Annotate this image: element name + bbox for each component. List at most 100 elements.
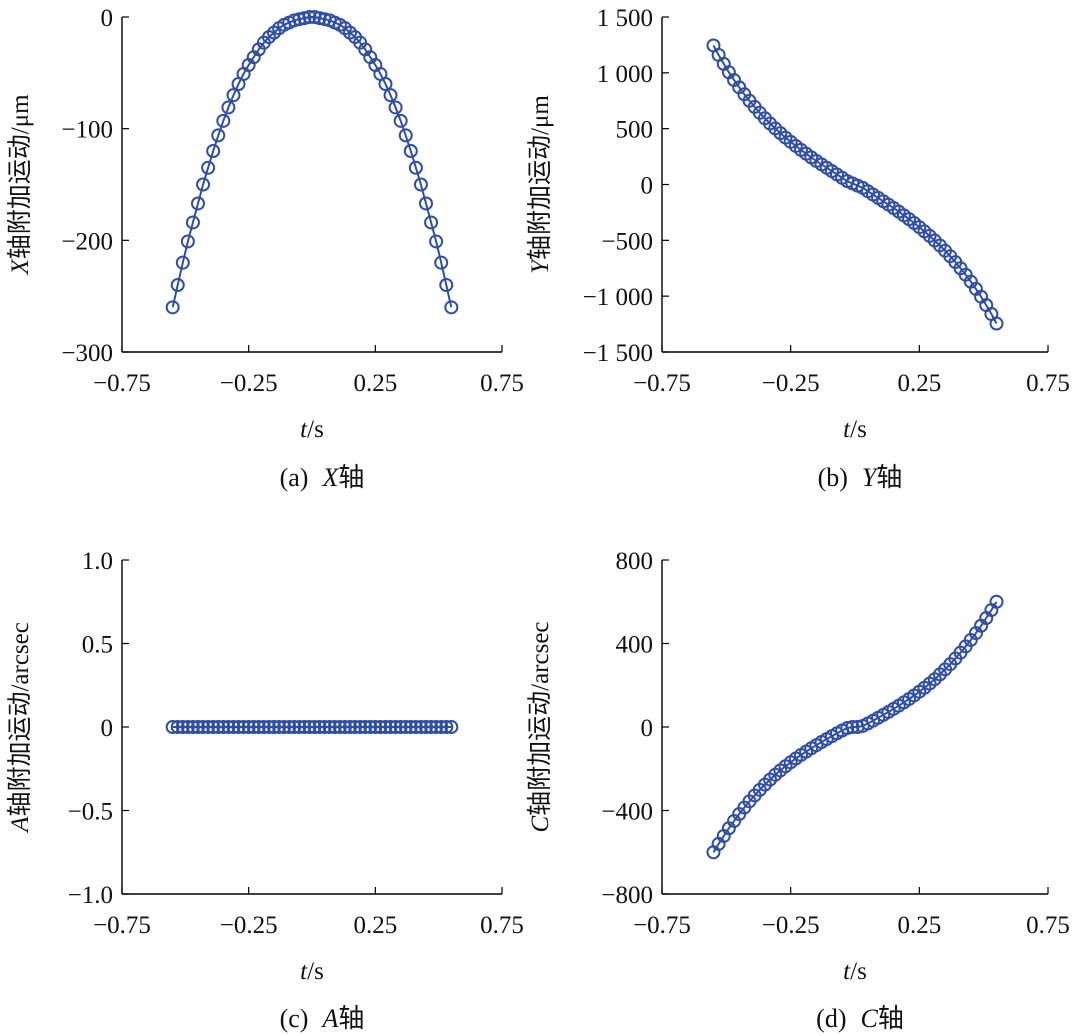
x-axis-variable: t bbox=[843, 416, 851, 443]
data-point-marker bbox=[429, 234, 444, 249]
y-tick-label: 1 500 bbox=[597, 5, 653, 32]
y-axis-label: A轴附加运动/arcsec bbox=[6, 622, 34, 834]
data-point-marker bbox=[201, 160, 216, 175]
data-point-marker bbox=[378, 720, 393, 734]
y-tick-label: 0 bbox=[641, 173, 654, 200]
data-point-marker bbox=[393, 720, 408, 734]
y-tick-label: −800 bbox=[601, 882, 653, 909]
data-point-marker bbox=[267, 720, 281, 734]
caption-axis-name: C bbox=[860, 1004, 878, 1033]
data-point-marker bbox=[297, 11, 312, 26]
x-tick-label: −0.25 bbox=[762, 370, 820, 397]
data-point-marker bbox=[251, 720, 266, 734]
series-line bbox=[712, 45, 998, 324]
y-axis-label: X轴附加运动/μm bbox=[6, 94, 34, 276]
data-point-marker bbox=[272, 720, 287, 734]
data-point-marker bbox=[302, 10, 317, 24]
y-tick-label: −1.0 bbox=[68, 882, 113, 909]
data-point-marker bbox=[206, 720, 221, 734]
data-point-marker bbox=[241, 720, 256, 734]
data-point-marker bbox=[206, 144, 221, 158]
x-tick-label: −0.25 bbox=[220, 912, 278, 939]
x-tick-label: −0.25 bbox=[220, 370, 278, 397]
x-tick-label: −0.75 bbox=[633, 370, 691, 397]
x-tick-label: 0.25 bbox=[897, 912, 941, 939]
x-axis-label: t/s bbox=[300, 958, 324, 985]
y-axis-label-text: 轴附加运动/arcsec bbox=[6, 622, 34, 816]
data-point-marker bbox=[226, 88, 241, 103]
data-point-marker bbox=[383, 88, 398, 103]
y-tick-label: 400 bbox=[616, 632, 654, 659]
x-tick-label: −0.75 bbox=[93, 912, 151, 939]
data-point-marker bbox=[292, 12, 307, 27]
data-point-marker bbox=[398, 720, 413, 734]
data-point-marker bbox=[444, 300, 459, 315]
series-line bbox=[712, 601, 998, 853]
y-tick-label: −1 000 bbox=[583, 284, 653, 311]
caption-suffix: 轴 bbox=[338, 463, 364, 492]
y-tick-label: −200 bbox=[61, 228, 113, 255]
data-point-marker bbox=[343, 720, 357, 734]
caption-suffix: 轴 bbox=[878, 1004, 904, 1033]
data-point-marker bbox=[419, 196, 433, 211]
y-axis-label-text: 轴附加运动/μm bbox=[6, 94, 34, 259]
caption-letter: (b) bbox=[818, 463, 848, 492]
data-point-marker bbox=[424, 720, 439, 734]
data-point-marker bbox=[292, 720, 307, 734]
data-point-marker bbox=[180, 234, 195, 249]
panel-caption: (d) C轴 bbox=[816, 1004, 904, 1033]
x-tick-label: 0.75 bbox=[480, 370, 524, 397]
y-axis-label-text: 轴附加运动/arcsec bbox=[526, 621, 554, 815]
data-point-marker bbox=[302, 720, 317, 734]
data-point-marker bbox=[378, 77, 393, 91]
caption-letter: (c) bbox=[280, 1004, 309, 1033]
y-tick-label: 1.0 bbox=[82, 548, 113, 575]
y-axis-label-axis-name: X bbox=[7, 258, 34, 276]
x-tick-label: 0.75 bbox=[1026, 370, 1070, 397]
data-point-marker bbox=[256, 720, 271, 734]
data-point-marker bbox=[236, 720, 251, 734]
data-point-marker bbox=[327, 720, 342, 734]
data-point-marker bbox=[419, 720, 433, 734]
y-tick-label: 0 bbox=[101, 5, 114, 32]
data-point-marker bbox=[170, 720, 185, 734]
data-point-marker bbox=[216, 720, 231, 734]
caption-axis-name: A bbox=[320, 1004, 338, 1033]
data-point-marker bbox=[388, 720, 403, 734]
data-point-marker bbox=[282, 720, 297, 734]
panel-caption: (b) Y轴 bbox=[818, 463, 903, 492]
panel-a-x-axis-chart: −0.75 −0.25 0.25 0.750−100−200−300t/sX轴附加运动… bbox=[6, 5, 524, 492]
y-tick-label: −300 bbox=[61, 340, 113, 367]
caption-suffix: 轴 bbox=[876, 463, 902, 492]
x-axis-unit: /s bbox=[307, 958, 324, 985]
y-axis-label-axis-name: C bbox=[527, 816, 554, 833]
panel-caption: (c) A轴 bbox=[280, 1004, 365, 1033]
panel-b-y-axis-chart: −0.75 −0.25 0.25 0.75 1 500 1 000 500 0 −500 −1 0… bbox=[526, 5, 1070, 492]
x-tick-label: 0.25 bbox=[353, 370, 397, 397]
data-point-marker bbox=[287, 720, 302, 734]
data-point-marker bbox=[424, 215, 439, 230]
data-point-marker bbox=[175, 255, 190, 270]
data-point-marker bbox=[434, 720, 449, 734]
data-point-marker bbox=[363, 720, 378, 734]
data-point-marker bbox=[246, 720, 261, 734]
data-point-marker bbox=[221, 720, 236, 734]
data-point-marker bbox=[398, 128, 413, 143]
data-point-marker bbox=[413, 720, 428, 734]
data-point-marker bbox=[408, 720, 423, 734]
data-point-marker bbox=[196, 177, 211, 192]
data-point-marker bbox=[332, 720, 347, 734]
x-axis-variable: t bbox=[300, 416, 308, 443]
data-point-marker bbox=[221, 100, 236, 115]
x-axis-label: t/s bbox=[843, 416, 867, 443]
data-point-marker bbox=[191, 720, 205, 734]
y-tick-label: −500 bbox=[601, 228, 653, 255]
data-point-marker bbox=[393, 113, 408, 128]
y-axis-label-axis-name: Y bbox=[527, 257, 554, 274]
data-point-marker bbox=[434, 255, 449, 270]
panel-caption: (a) X轴 bbox=[280, 463, 365, 492]
data-point-marker bbox=[312, 720, 327, 734]
data-point-marker bbox=[322, 720, 337, 734]
data-point-marker bbox=[231, 720, 246, 734]
